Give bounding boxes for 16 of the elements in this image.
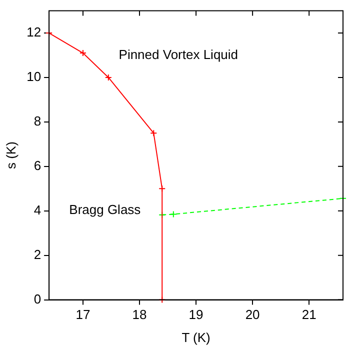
x-tick-label: 17 — [76, 307, 90, 322]
x-tick-label: 18 — [132, 307, 147, 322]
y-tick-label: 4 — [34, 202, 42, 218]
x-axis-title: T (K) — [182, 330, 210, 345]
y-tick-label: 12 — [26, 24, 42, 40]
y-tick-label: 6 — [34, 158, 42, 173]
x-tick-label: 19 — [188, 307, 204, 322]
x-tick-label: 21 — [302, 307, 316, 322]
annotation: Pinned Vortex Liquid — [118, 47, 238, 62]
annotation: Bragg Glass — [69, 202, 142, 217]
y-tick-label: 2 — [34, 246, 42, 262]
y-tick-label: 0 — [34, 291, 42, 306]
y-axis-title: s (K) — [3, 142, 18, 170]
x-tick-label: 20 — [245, 307, 260, 322]
y-tick-label: 8 — [34, 114, 42, 129]
y-tick-label: 10 — [26, 69, 42, 84]
